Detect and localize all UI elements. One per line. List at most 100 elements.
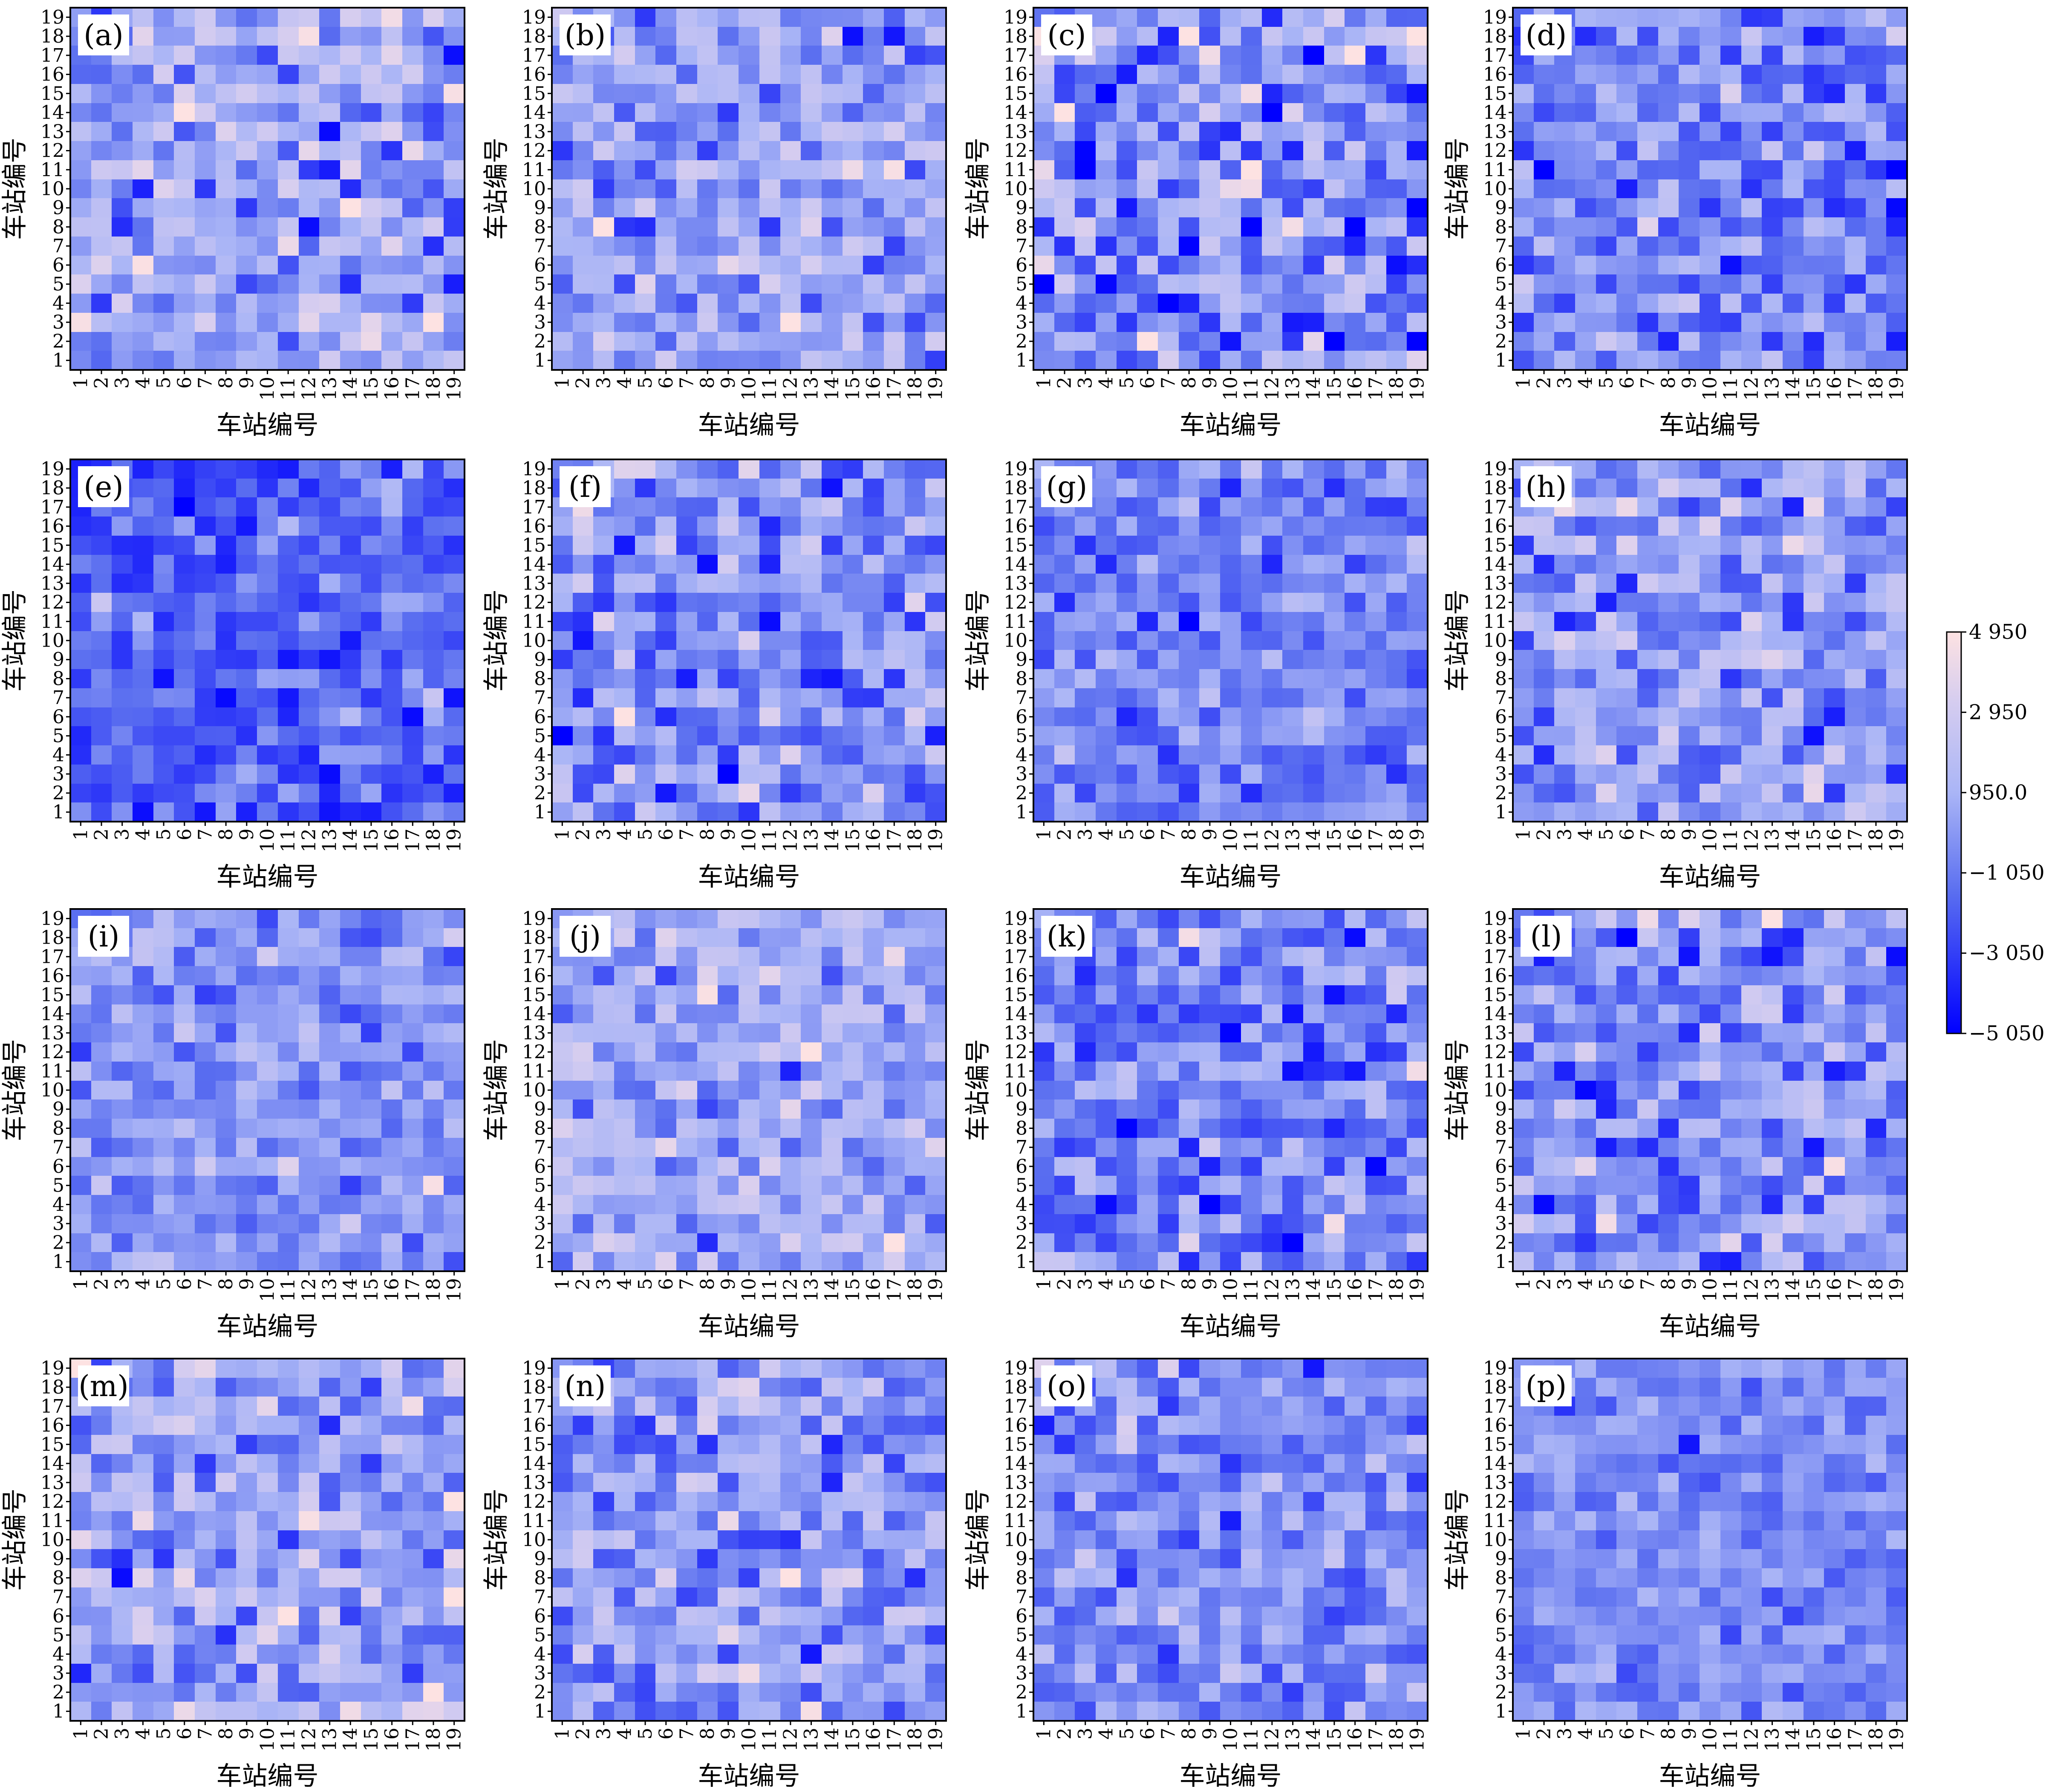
- heatmap-cell: [1575, 555, 1596, 574]
- heatmap-cell: [925, 84, 946, 103]
- heatmap-cell: [1365, 313, 1386, 332]
- heatmap-cell: [1303, 274, 1324, 294]
- heatmap-cell: [780, 160, 801, 179]
- heatmap-cell: [423, 351, 444, 370]
- heatmap-cell: [1096, 1023, 1117, 1042]
- heatmap-cell: [718, 179, 739, 198]
- heatmap-cell: [1513, 555, 1534, 574]
- heatmap-cell: [299, 332, 319, 351]
- heatmap-cell: [759, 612, 780, 631]
- heatmap-cell: [236, 1233, 257, 1252]
- y-tick-label: 14: [1483, 554, 1507, 575]
- heatmap-cell: [1386, 122, 1407, 141]
- heatmap-cell: [299, 947, 319, 966]
- heatmap-cell: [676, 274, 697, 294]
- heatmap-cell: [1596, 745, 1616, 765]
- heatmap-cell: [1262, 313, 1282, 332]
- heatmap-cell: [1824, 84, 1845, 103]
- heatmap-cell: [1117, 784, 1137, 802]
- heatmap-cell: [863, 65, 884, 84]
- heatmap-cell: [1658, 536, 1679, 555]
- heatmap-cell: [299, 217, 319, 237]
- heatmap-cell: [1886, 802, 1907, 822]
- heatmap-cell: [1303, 198, 1324, 217]
- heatmap-cell: [91, 517, 112, 536]
- heatmap-cell: [423, 1099, 444, 1119]
- heatmap-cell: [1158, 237, 1179, 256]
- heatmap-cell: [1554, 122, 1575, 141]
- heatmap-cell: [780, 593, 801, 612]
- heatmap-cell: [174, 1157, 195, 1176]
- heatmap-cell: [1845, 27, 1866, 46]
- heatmap-cell: [1199, 1099, 1220, 1119]
- y-tick-label: 13: [1483, 121, 1507, 143]
- heatmap-cell: [552, 555, 573, 574]
- heatmap-cell: [1575, 593, 1596, 612]
- x-tick-label: 7: [194, 828, 216, 840]
- heatmap-cell: [925, 1099, 946, 1119]
- heatmap-cell: [1616, 46, 1637, 65]
- heatmap-cell: [1303, 479, 1324, 497]
- heatmap-cell: [759, 517, 780, 536]
- heatmap-cell: [718, 688, 739, 707]
- heatmap-cell: [1179, 1252, 1199, 1271]
- heatmap-cell: [91, 332, 112, 351]
- heatmap-cell: [1720, 179, 1741, 198]
- heatmap-cell: [1075, 256, 1096, 274]
- heatmap-cell: [1513, 294, 1534, 313]
- heatmap-cell: [884, 479, 905, 497]
- heatmap-cell: [801, 141, 822, 160]
- heatmap-cell: [655, 517, 676, 536]
- heatmap-cell: [739, 517, 759, 536]
- heatmap-cell: [195, 593, 216, 612]
- heatmap-cell: [1096, 1004, 1117, 1023]
- heatmap-cell: [423, 745, 444, 765]
- heatmap-cell: [801, 198, 822, 217]
- heatmap-cell: [614, 765, 635, 784]
- heatmap-cell: [153, 8, 174, 27]
- heatmap-cell: [1762, 784, 1783, 802]
- heatmap-cell: [822, 479, 843, 497]
- heatmap-cell: [1241, 631, 1262, 650]
- heatmap-cell: [195, 707, 216, 726]
- heatmap-cell: [614, 650, 635, 669]
- heatmap-cell: [1783, 332, 1804, 351]
- heatmap-cell: [1513, 784, 1534, 802]
- heatmap-cell: [614, 479, 635, 497]
- heatmap-cell: [1720, 459, 1741, 479]
- heatmap-cell: [1866, 765, 1886, 784]
- heatmap-cell: [822, 1004, 843, 1023]
- heatmap-cell: [1054, 160, 1075, 179]
- heatmap-cell: [884, 985, 905, 1004]
- heatmap-cell: [1762, 1233, 1783, 1252]
- heatmap-cell: [1303, 669, 1324, 688]
- heatmap-cell: [843, 479, 863, 497]
- heatmap-cell: [361, 274, 381, 294]
- heatmap-cell: [1345, 459, 1365, 479]
- heatmap-cell: [1199, 784, 1220, 802]
- x-tick-label: 16: [1345, 377, 1366, 401]
- x-tick-label: 3: [1075, 377, 1097, 389]
- heatmap-cell: [1534, 237, 1554, 256]
- heatmap-cell: [195, 1195, 216, 1214]
- heatmap-cell: [759, 1195, 780, 1214]
- heatmap-cell: [1720, 141, 1741, 160]
- heatmap-cell: [1033, 985, 1054, 1004]
- y-tick-label: 17: [522, 946, 546, 968]
- heatmap-cell: [1386, 517, 1407, 536]
- y-tick-label: 6: [1495, 254, 1507, 276]
- heatmap-cell: [299, 103, 319, 122]
- heatmap-cell: [1220, 1176, 1241, 1195]
- heatmap-cell: [822, 141, 843, 160]
- heatmap-cell: [718, 726, 739, 745]
- x-tick-label: 13: [801, 828, 822, 852]
- heatmap-cell: [319, 198, 340, 217]
- heatmap-cell: [1658, 351, 1679, 370]
- x-tick-label: 13: [319, 1278, 341, 1302]
- y-tick-label: 1: [1016, 350, 1027, 372]
- heatmap-cell: [905, 1176, 925, 1195]
- heatmap-cell: [843, 1214, 863, 1233]
- heatmap-cell: [153, 294, 174, 313]
- heatmap-cell: [1845, 631, 1866, 650]
- y-tick-label: 6: [1495, 706, 1507, 728]
